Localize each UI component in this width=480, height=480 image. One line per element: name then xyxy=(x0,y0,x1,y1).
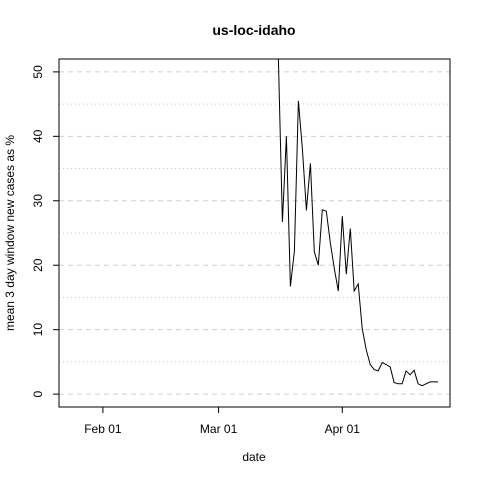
y-axis-label: mean 3 day window new cases as % xyxy=(3,135,17,331)
y-tick-label: 30 xyxy=(31,194,45,208)
y-axis: 0 10 20 30 40 50 xyxy=(31,65,59,397)
x-tick-label: Feb 01 xyxy=(84,422,122,436)
y-tick-label: 0 xyxy=(31,390,45,397)
series-layer xyxy=(277,59,438,387)
y-tick-label: 10 xyxy=(31,323,45,337)
series-line xyxy=(277,59,438,387)
x-tick-label: Apr 01 xyxy=(325,422,361,436)
y-tick-label: 40 xyxy=(31,129,45,143)
grid xyxy=(59,71,450,395)
x-axis-label: date xyxy=(242,450,266,464)
plot-frame xyxy=(58,58,451,408)
y-tick-label: 20 xyxy=(31,258,45,272)
x-axis: Feb 01 Mar 01 Apr 01 xyxy=(84,407,360,436)
y-tick-label: 50 xyxy=(31,65,45,79)
x-tick-label: Mar 01 xyxy=(200,422,238,436)
chart-title: us-loc-idaho xyxy=(212,22,295,38)
